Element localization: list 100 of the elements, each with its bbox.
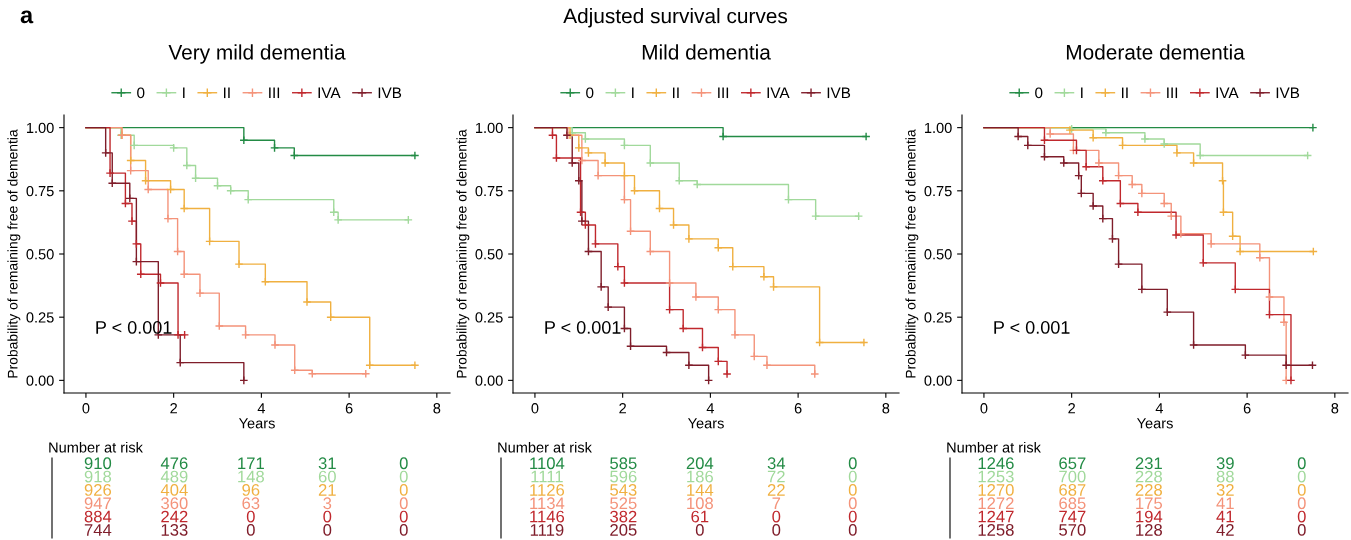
x-axis-title: Years xyxy=(1136,418,1173,429)
chart-title: Moderate dementia xyxy=(1066,44,1245,60)
point xyxy=(410,150,420,160)
text: 525 xyxy=(610,497,637,510)
point xyxy=(326,312,336,322)
text: 41 xyxy=(1216,510,1234,523)
point xyxy=(1308,123,1318,133)
point xyxy=(593,171,603,181)
y-tick-label: 0.25 xyxy=(475,312,503,323)
text: 0 xyxy=(399,524,408,536)
point xyxy=(105,168,115,178)
text: 3 xyxy=(323,497,332,510)
point xyxy=(1094,158,1104,168)
text: 926 xyxy=(84,484,112,496)
legend-label: II xyxy=(673,87,679,99)
point xyxy=(596,282,606,292)
point xyxy=(691,292,701,302)
text: 1272 xyxy=(978,497,1014,509)
text: 1104 xyxy=(530,457,565,470)
legend-label: I xyxy=(1081,87,1083,99)
point xyxy=(684,360,694,370)
point xyxy=(1013,131,1023,141)
text: 128 xyxy=(1136,524,1162,536)
text: 382 xyxy=(610,510,637,523)
text: 171 xyxy=(238,457,264,469)
text: 1134 xyxy=(530,497,565,510)
text: 884 xyxy=(84,510,112,523)
point xyxy=(195,288,205,298)
point xyxy=(551,153,561,163)
text: 570 xyxy=(1059,524,1086,536)
text: 0 xyxy=(399,470,408,483)
text: 0 xyxy=(246,510,255,523)
point xyxy=(163,214,173,224)
text: 1253 xyxy=(978,470,1014,483)
point xyxy=(1171,230,1181,240)
x-tick-label: 4 xyxy=(257,403,266,414)
text: 489 xyxy=(160,470,188,483)
x-tick-label: 8 xyxy=(1331,403,1339,414)
text: 21 xyxy=(318,484,336,496)
text: 63 xyxy=(242,497,260,510)
text: Number at risk xyxy=(49,441,143,453)
y-tick-label: 0.50 xyxy=(475,249,503,260)
legend-label: IVB xyxy=(827,87,851,99)
point xyxy=(811,211,821,221)
y-axis-title: Probability of remaining free of dementia xyxy=(456,129,470,378)
point xyxy=(1133,207,1143,217)
point xyxy=(613,262,623,272)
point xyxy=(1137,284,1147,294)
text: 0 xyxy=(848,524,857,536)
point xyxy=(759,272,769,282)
chart-title: Very mild dementia xyxy=(168,44,346,64)
text: 1146 xyxy=(530,510,565,523)
point xyxy=(1286,375,1296,385)
text: 0 xyxy=(399,510,408,523)
point xyxy=(1159,139,1169,149)
text: 1270 xyxy=(978,484,1014,496)
point xyxy=(1162,307,1172,317)
legend-label: IVB xyxy=(378,87,402,99)
x-tick-label: 6 xyxy=(794,403,802,414)
y-tick-label: 0.00 xyxy=(924,375,952,386)
point xyxy=(410,360,420,370)
y-tick-label: 0.25 xyxy=(924,312,952,323)
annotation: P < 0.001 xyxy=(545,321,621,334)
y-tick-label: 1.00 xyxy=(925,122,952,134)
text: 61 xyxy=(691,510,709,523)
text: 96 xyxy=(242,484,260,496)
text: 0 xyxy=(772,510,781,523)
text: 0 xyxy=(399,484,408,496)
text: 42 xyxy=(1216,524,1234,536)
point xyxy=(1189,340,1199,350)
point xyxy=(1255,253,1265,263)
x-tick-label: 2 xyxy=(1068,403,1075,414)
text: 0 xyxy=(848,457,857,470)
legend-label: I xyxy=(183,87,185,99)
text: 700 xyxy=(1059,470,1086,483)
text: 687 xyxy=(1059,484,1086,496)
point xyxy=(214,321,224,331)
legend-label: 0 xyxy=(137,87,145,99)
text: 0 xyxy=(772,524,781,536)
y-tick-label: 1.00 xyxy=(476,122,503,134)
point xyxy=(239,135,249,145)
text: 360 xyxy=(161,497,188,510)
point xyxy=(173,330,183,340)
point xyxy=(1140,134,1150,144)
text: 910 xyxy=(84,457,112,470)
point xyxy=(270,340,280,350)
legend-label: II xyxy=(1122,87,1128,99)
text: 0 xyxy=(323,510,332,523)
legend-label: I xyxy=(632,87,634,99)
y-axis-title: Probability of remaining free of dementia xyxy=(905,129,919,378)
point xyxy=(1107,234,1117,244)
point xyxy=(580,134,590,144)
x-axis-title: Years xyxy=(687,418,724,429)
text: 476 xyxy=(160,457,188,470)
point xyxy=(1114,259,1124,269)
legend-label: III xyxy=(718,87,729,99)
point xyxy=(1081,162,1091,172)
text: 404 xyxy=(160,484,188,496)
point xyxy=(567,158,577,168)
point xyxy=(1206,239,1216,249)
